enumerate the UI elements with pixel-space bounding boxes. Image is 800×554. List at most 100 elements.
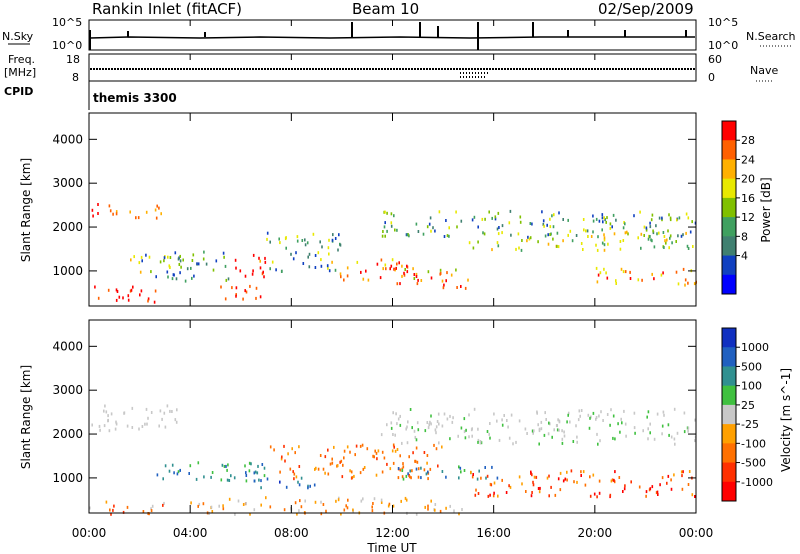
range-cell xyxy=(473,407,476,411)
range-cell xyxy=(489,493,491,497)
range-cell xyxy=(624,484,626,488)
range-cell xyxy=(363,466,366,469)
range-cell xyxy=(587,235,589,238)
range-cell xyxy=(424,505,426,509)
range-cell xyxy=(109,508,111,512)
range-cell xyxy=(242,503,245,506)
range-cell xyxy=(510,233,512,237)
xtick-label: 20:00 xyxy=(578,526,613,540)
range-cell xyxy=(566,478,568,482)
range-cell xyxy=(99,428,101,432)
range-cell xyxy=(687,247,690,250)
range-cell xyxy=(408,455,410,459)
range-cell xyxy=(210,505,213,509)
range-cell xyxy=(401,274,403,278)
range-cell xyxy=(301,239,304,242)
range-cell xyxy=(641,278,643,282)
range-cell xyxy=(439,272,441,276)
range-cell xyxy=(561,429,563,433)
range-cell xyxy=(414,459,416,463)
range-cell xyxy=(667,423,670,427)
range-cell xyxy=(536,411,538,415)
range-cell xyxy=(161,417,163,421)
range-cell xyxy=(429,420,431,424)
range-cell xyxy=(163,259,165,263)
range-cell xyxy=(167,275,169,279)
range-cell xyxy=(589,494,592,498)
range-cell xyxy=(497,244,500,248)
range-cell xyxy=(285,485,288,489)
range-cell xyxy=(396,262,398,266)
range-cell xyxy=(359,471,362,475)
range-cell xyxy=(468,241,471,245)
range-cell xyxy=(104,404,106,408)
range-cell xyxy=(162,477,164,481)
range-cell xyxy=(493,412,495,416)
range-cell xyxy=(459,466,462,470)
range-cell xyxy=(580,474,582,477)
range-cell xyxy=(503,414,505,417)
range-cell xyxy=(676,218,678,222)
range-cell xyxy=(456,286,458,289)
colorbar-cell xyxy=(722,328,736,348)
range-cell xyxy=(420,476,422,480)
range-cell xyxy=(191,276,193,280)
range-cell xyxy=(384,234,386,238)
range-cell xyxy=(619,247,622,251)
range-cell xyxy=(430,276,433,280)
range-cell xyxy=(228,479,231,482)
range-cell xyxy=(414,435,417,439)
range-cell xyxy=(529,236,532,240)
range-cell xyxy=(619,240,622,243)
range-cell xyxy=(661,216,663,220)
range-cell xyxy=(411,426,413,430)
range-cell xyxy=(189,464,192,468)
range-cell xyxy=(556,244,558,248)
range-cell xyxy=(425,472,428,476)
range-cell xyxy=(417,467,420,471)
range-cell xyxy=(163,501,165,505)
range-cell xyxy=(537,240,539,244)
range-cell xyxy=(162,503,164,507)
range-cell xyxy=(415,512,418,516)
range-cell xyxy=(167,255,169,259)
xtick-label: 00:00 xyxy=(72,526,107,540)
range-cell xyxy=(315,466,317,470)
range-cell xyxy=(430,422,432,426)
range-cell xyxy=(260,486,262,490)
range-cell xyxy=(518,419,521,423)
range-cell xyxy=(582,470,585,474)
range-cell xyxy=(566,470,568,474)
range-cell xyxy=(291,447,293,451)
range-cell xyxy=(493,491,495,495)
range-cell xyxy=(275,268,277,272)
range-cell xyxy=(596,248,599,252)
range-cell xyxy=(663,413,665,417)
range-cell xyxy=(659,483,661,487)
range-cell xyxy=(373,455,375,459)
range-cell xyxy=(320,264,323,268)
range-cell xyxy=(537,423,539,427)
range-cell xyxy=(438,422,440,426)
range-cell xyxy=(140,255,143,259)
range-cell xyxy=(668,246,670,250)
range-cell xyxy=(184,279,187,283)
range-cell xyxy=(614,437,616,441)
range-cell xyxy=(595,266,598,270)
range-cell xyxy=(298,509,300,513)
range-cell xyxy=(112,508,114,512)
range-cell xyxy=(342,463,344,467)
range-cell xyxy=(392,461,395,465)
range-cell xyxy=(673,437,676,441)
range-cell xyxy=(477,225,479,229)
range-cell xyxy=(227,463,229,467)
range-cell xyxy=(383,456,386,460)
range-cell xyxy=(590,415,592,419)
range-cell xyxy=(633,411,636,415)
range-cell xyxy=(649,487,652,491)
range-cell xyxy=(407,472,409,476)
range-cell xyxy=(507,425,509,429)
range-cell xyxy=(670,487,673,491)
range-cell xyxy=(395,412,397,416)
range-cell xyxy=(197,461,200,465)
